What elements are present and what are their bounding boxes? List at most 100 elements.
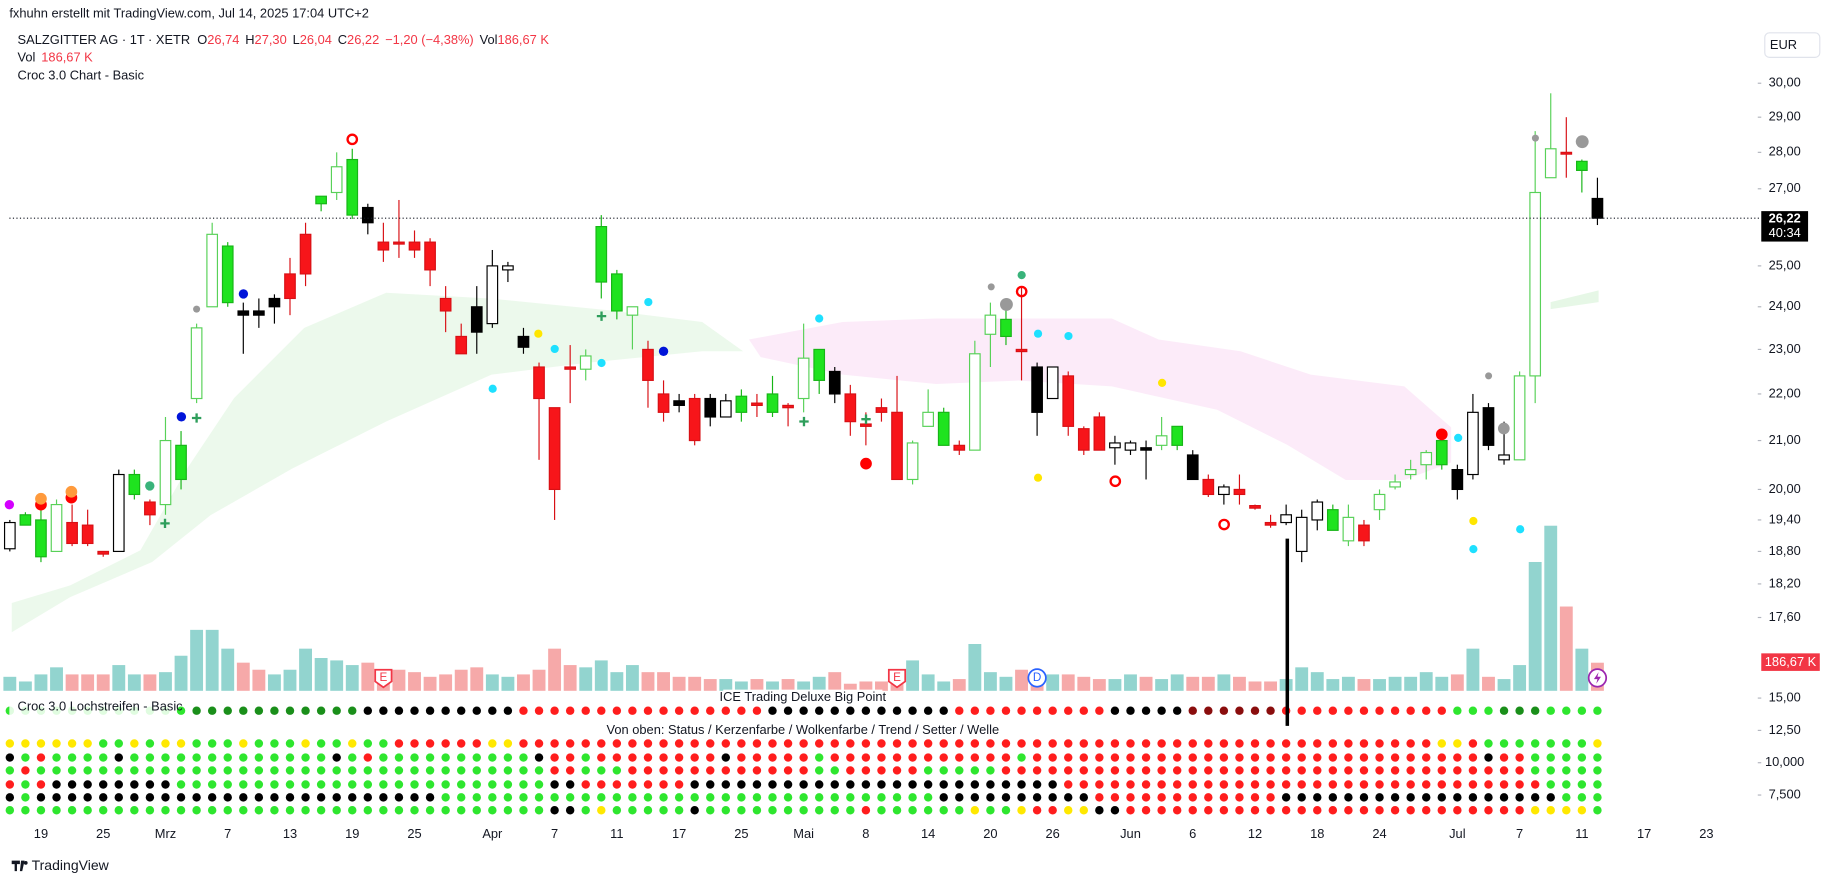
indicator-dot xyxy=(986,766,995,775)
indicator-dot xyxy=(348,706,357,715)
indicator-dot xyxy=(270,806,279,815)
indicator-dot xyxy=(425,793,435,802)
indicator-dot xyxy=(1468,766,1478,775)
candle-body xyxy=(1015,348,1028,353)
indicator-dot xyxy=(1390,806,1400,815)
candle-body xyxy=(144,501,156,516)
candle-body xyxy=(408,241,421,251)
event-label: D xyxy=(1033,671,1041,684)
indicator-dot xyxy=(207,793,217,802)
indicator-dot xyxy=(752,739,762,748)
indicator-dot xyxy=(161,766,170,775)
volume-bar xyxy=(983,672,997,691)
indicator-dot xyxy=(1048,706,1057,715)
indicator-dot xyxy=(1141,780,1151,789)
candle-body xyxy=(128,473,141,496)
indicator-dot xyxy=(83,766,92,775)
candle-body xyxy=(1576,160,1588,171)
indicator-dot xyxy=(301,739,310,748)
volume-bar xyxy=(1264,681,1278,691)
indicator-dot xyxy=(1406,793,1415,802)
indicator-dot xyxy=(1172,793,1182,802)
candle-body xyxy=(1451,469,1464,491)
indicator-dot xyxy=(223,753,232,762)
marker xyxy=(987,283,995,291)
indicator-dot xyxy=(1546,793,1555,802)
indicator-dot xyxy=(659,793,668,802)
candle-body xyxy=(1560,151,1573,155)
indicator-dot xyxy=(1079,739,1089,748)
volume-bar xyxy=(1108,679,1122,691)
indicator-dot xyxy=(674,780,684,789)
indicator-dot xyxy=(488,766,497,775)
indicator-dot xyxy=(1530,739,1540,748)
indicator-dot xyxy=(923,739,933,748)
indicator-dot xyxy=(1064,780,1073,789)
candle-body xyxy=(190,327,203,400)
indicator-dot xyxy=(130,739,139,748)
vol-value: 186,67 K xyxy=(497,32,549,47)
indicator-dot xyxy=(1157,739,1166,748)
currency[interactable]: EUR xyxy=(1770,37,1797,52)
indicator-dot xyxy=(1204,739,1213,748)
indicator-dot xyxy=(783,753,793,762)
indicator-dot xyxy=(1017,753,1026,762)
indicator-dot xyxy=(752,753,762,762)
indicator-dot xyxy=(425,780,435,789)
marker xyxy=(35,492,47,505)
indicator-dot xyxy=(223,793,232,802)
cloud-green xyxy=(11,292,744,633)
indicator-dot xyxy=(737,706,746,715)
indicator-dot xyxy=(628,806,637,815)
indicator-dot xyxy=(1266,753,1275,762)
indicator-dot xyxy=(192,753,201,762)
indicator-dot xyxy=(488,706,497,715)
volume-badge xyxy=(1761,653,1820,671)
x-tick-label: 14 xyxy=(921,826,935,841)
candle-body xyxy=(595,226,608,283)
indicator-dot xyxy=(1188,766,1197,775)
indicator-dot xyxy=(1390,706,1400,715)
candle-body xyxy=(1202,478,1215,496)
indicator-dot xyxy=(550,739,559,748)
indicator-dot xyxy=(1048,806,1057,815)
indicator-dot xyxy=(456,793,466,802)
indicator-dot xyxy=(737,766,746,775)
indicator-dot xyxy=(379,766,388,775)
indicator-dot xyxy=(534,706,544,715)
indicator-dot xyxy=(52,793,61,802)
indicator-dot xyxy=(21,780,30,789)
indicator-dot xyxy=(612,753,622,762)
indicator-dot xyxy=(254,739,264,748)
indicator-dot xyxy=(1406,753,1415,762)
indicator-dot xyxy=(379,739,388,748)
x-tick-label: 17 xyxy=(672,826,686,841)
x-tick-label: Apr xyxy=(482,826,503,841)
indicator-dot xyxy=(1001,766,1011,775)
indicator-dot xyxy=(1219,806,1229,815)
indicator-dot xyxy=(659,706,668,715)
indicator-dot xyxy=(550,806,559,815)
indicator-dot xyxy=(814,793,824,802)
indicator-dot xyxy=(254,793,264,802)
candle-body xyxy=(439,297,452,312)
candle-body xyxy=(361,206,374,224)
indicator-dot xyxy=(99,753,108,762)
indicator-dot xyxy=(939,706,948,715)
volume-bar xyxy=(812,676,826,691)
indicator-dot xyxy=(254,753,264,762)
volume-bar xyxy=(112,665,126,691)
indicator-dot xyxy=(192,780,201,789)
indicator-dot xyxy=(1593,780,1602,789)
indicator-dot xyxy=(908,780,917,789)
indicator-dot xyxy=(441,806,450,815)
indicator-dot xyxy=(1172,706,1182,715)
indicator-dot xyxy=(1562,793,1571,802)
currency-button[interactable] xyxy=(1764,32,1821,58)
indicator-dot xyxy=(1235,780,1244,789)
indicator-dot xyxy=(643,793,653,802)
candle-body xyxy=(112,473,125,553)
marker xyxy=(488,384,497,393)
x-tick-label: 7 xyxy=(551,826,558,841)
candle-body xyxy=(626,306,639,316)
